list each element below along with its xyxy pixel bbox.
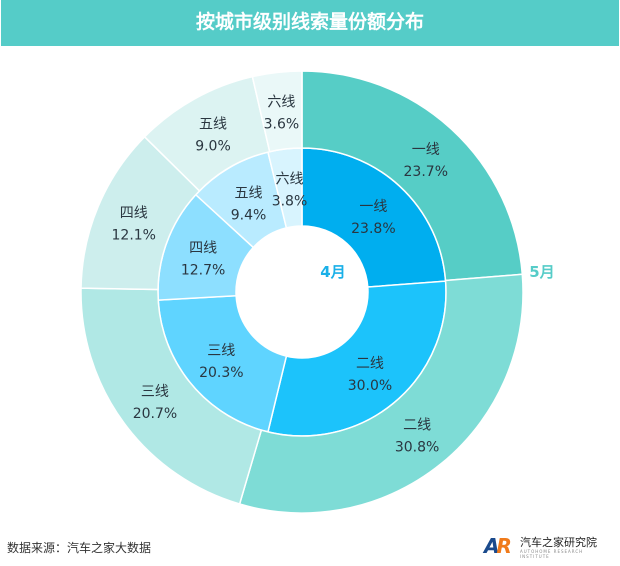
slice-category-label-inner-4: 四线 <box>189 241 217 257</box>
slice-category-label-outer-5: 五线 <box>199 117 227 133</box>
slice-value-label-inner-3: 20.3% <box>199 365 243 381</box>
slice-category-label-outer-6: 六线 <box>267 95 295 111</box>
chart-title: 按城市级别线索量份额分布 <box>1 0 619 46</box>
slice-outer-1 <box>301 70 524 282</box>
slice-outer-2 <box>238 273 524 514</box>
logo-name: 汽车之家研究院 <box>520 536 597 549</box>
slice-category-label-inner-1: 一线 <box>359 199 387 215</box>
slice-value-label-outer-1: 23.7% <box>404 164 448 180</box>
slice-value-label-outer-4: 12.1% <box>112 227 156 243</box>
slice-value-label-outer-5: 9.0% <box>195 139 231 155</box>
slice-category-label-outer-2: 二线 <box>403 418 431 434</box>
slice-outer-3 <box>80 287 263 505</box>
logo-mark-icon: AR <box>484 534 512 558</box>
slice-category-label-outer-4: 四线 <box>120 205 148 221</box>
slice-category-label-inner-6: 六线 <box>275 172 303 188</box>
slice-category-label-outer-3: 三线 <box>141 384 169 400</box>
data-source: 数据来源：汽车之家大数据 <box>7 541 152 555</box>
slice-category-label-inner-5: 五线 <box>235 186 263 202</box>
slice-category-label-inner-2: 二线 <box>356 356 384 372</box>
slice-value-label-inner-4: 12.7% <box>181 263 225 279</box>
slice-value-label-outer-3: 20.7% <box>133 406 177 422</box>
slice-outer-6 <box>251 70 303 153</box>
slice-category-label-outer-1: 一线 <box>412 142 440 158</box>
series-label-outer: 5月 <box>529 263 554 281</box>
logo: AR 汽车之家研究院 AUTOHOME RESEARCH INSTITUTE <box>484 532 614 559</box>
slice-value-label-outer-2: 30.8% <box>395 440 439 456</box>
slice-value-label-inner-5: 9.4% <box>231 208 267 224</box>
logo-sub: AUTOHOME RESEARCH INSTITUTE <box>520 549 584 559</box>
slice-value-label-outer-6: 3.6% <box>264 117 300 133</box>
series-label-inner: 4月 <box>320 263 345 281</box>
slice-value-label-inner-1: 23.8% <box>351 221 395 237</box>
slice-category-label-inner-3: 三线 <box>207 343 235 359</box>
slice-value-label-inner-6: 3.8% <box>272 194 308 210</box>
slice-value-label-inner-2: 30.0% <box>348 378 392 394</box>
